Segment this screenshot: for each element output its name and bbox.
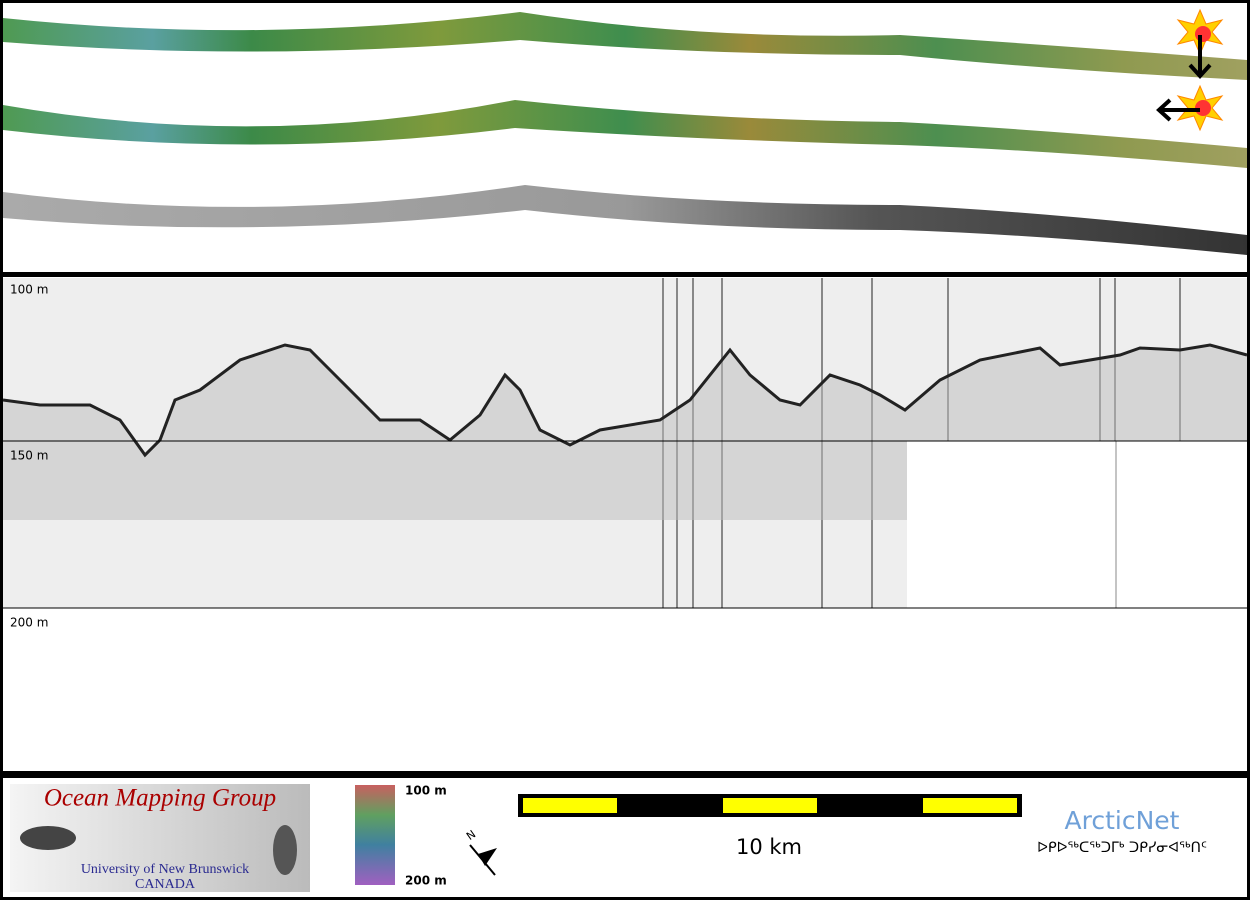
scale-bar [518, 794, 1022, 817]
backscatter-swath [3, 185, 1247, 255]
partner-syllabics: ᐅᑭᐅᖅᑕᖅᑐᒥᒃ ᑐᑭᓯᓂᐊᖅᑎᑦ [1037, 840, 1207, 856]
scale-bar-label: 10 km [736, 835, 802, 859]
depth-label: 200 m [10, 616, 48, 630]
color-scale-label: 200 m [405, 874, 447, 888]
depth-label: 100 m [10, 283, 48, 297]
bathymetry-swath [3, 12, 1247, 80]
sun-icon [1176, 8, 1224, 79]
bathymetry-swath [3, 100, 1247, 168]
color-scale [355, 785, 395, 885]
seabed-scatter [3, 345, 1247, 520]
logo-title: Ocean Mapping Group [44, 785, 276, 812]
logo-country: CANADA [135, 877, 196, 892]
logo-university: University of New Brunswick [81, 862, 249, 877]
seabed-line [2, 343, 1248, 458]
color-scale-label: 100 m [405, 784, 447, 798]
logo-vessel [20, 826, 76, 850]
depth-label: 150 m [10, 449, 48, 463]
partner-name: ArcticNet [1065, 806, 1180, 835]
sun-icon [1156, 84, 1224, 132]
logo-vessel [273, 825, 297, 875]
